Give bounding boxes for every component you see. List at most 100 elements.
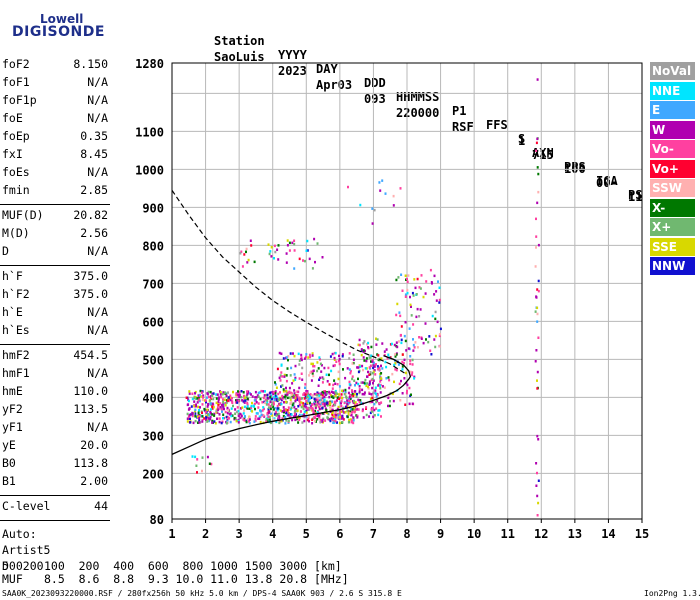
echo-point [191,411,194,415]
echo-point [326,401,329,405]
profile-curve [171,354,412,455]
echo-point [273,257,275,260]
hdr-station: Station [214,34,265,48]
echo-point [369,356,372,359]
param-row: hmF2 454.5 [2,348,108,366]
echo-point [215,409,218,413]
echo-point [266,393,269,397]
echo-point [258,415,261,418]
echo-point [321,420,324,423]
echo-point [278,415,281,418]
echo-point [194,396,197,399]
echo-point [198,417,201,420]
param-row: foE N/A [2,111,108,129]
echo-point [280,371,283,374]
echo-point [294,399,297,403]
echo-point [310,396,313,399]
echo-point [407,274,410,277]
echo-point [224,404,227,407]
param-value: N/A [87,420,108,434]
echo-point [255,396,258,399]
echo-point [265,418,268,421]
echo-point [204,399,207,402]
echo-point [236,398,239,402]
echo-point [300,353,303,357]
echo-point [298,363,301,366]
echo-point [328,373,330,377]
echo-point [242,412,245,415]
echo-point [308,395,311,398]
echo-point [326,404,329,407]
echo-point [418,286,421,289]
echo-point [407,347,410,350]
echo-point [340,415,343,418]
echo-point [222,405,225,409]
echo-point [273,418,276,422]
echo-point [282,357,285,360]
echo-point [371,377,374,381]
echo-point [285,261,288,264]
echo-point [380,372,383,375]
echo-point [191,414,194,418]
echo-point [370,408,373,411]
echo-point [332,395,335,398]
echo-point [234,408,237,411]
echo-point [296,417,298,421]
echo-point [257,395,260,398]
echo-point [363,391,366,394]
echo-point [273,406,276,410]
echo-point [337,405,340,409]
echo-point [346,399,349,402]
echo-point [262,396,265,400]
echo-point [385,377,388,380]
echo-point [189,417,191,421]
echo-point [353,379,356,382]
echo-point [295,408,298,411]
echo-point [303,357,306,360]
echo-point [357,408,360,411]
echo-point [300,372,303,375]
echo-point [537,501,540,505]
echo-point [365,357,368,360]
echo-point [352,394,355,398]
echo-point [383,386,386,389]
echo-point [358,401,361,404]
echo-point [332,364,335,368]
echo-point [308,420,310,423]
echo-point [282,414,285,418]
echo-point [296,390,299,393]
echo-point [233,416,236,420]
echo-point [536,387,539,390]
echo-point [356,416,359,419]
echo-point [235,393,238,396]
param-name: h`E [2,305,23,319]
echo-point [334,403,337,406]
echo-point [305,399,308,403]
echo-point [262,414,265,417]
echo-point [337,377,340,381]
echo-point [404,295,407,298]
echo-point [207,403,210,407]
echo-point [288,396,291,399]
echo-point [293,267,296,270]
echo-point [276,248,279,251]
echo-point [259,410,262,413]
echo-point [235,399,237,402]
echo-point [320,370,323,373]
echo-point [399,314,402,318]
echo-point [211,413,214,416]
echo-point [340,400,343,403]
echo-point [536,320,539,323]
echo-point [329,401,332,405]
echo-point [378,402,380,405]
echo-point [293,405,296,409]
echo-point [230,414,233,418]
echo-point [347,421,350,424]
legend-item-w: W [650,120,695,139]
echo-point [377,413,380,417]
echo-point [312,408,314,412]
param-value: 113.5 [73,402,108,416]
echo-point [227,409,230,412]
echo-point [344,388,347,392]
echo-point [254,407,256,411]
